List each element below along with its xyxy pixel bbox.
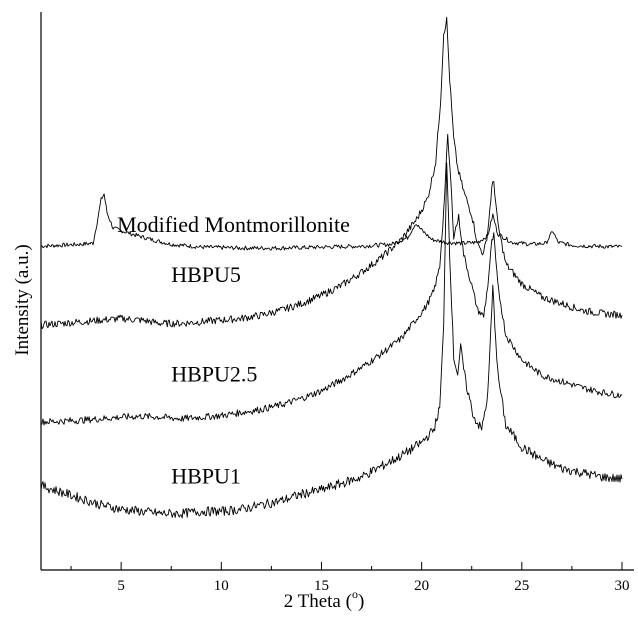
y-axis-title: Intensity (a.u.) xyxy=(12,244,33,355)
series-labels: Modified Montmorillonite HBPU5 HBPU2.5 HBPU… xyxy=(117,212,350,489)
x-tick-label: 10 xyxy=(214,578,229,594)
x-axis-title-main: 2 Theta ( xyxy=(284,591,352,612)
x-axis-title-close: ) xyxy=(358,591,364,612)
x-tick-label: 20 xyxy=(414,578,429,594)
series-line-0 xyxy=(40,193,623,251)
x-tick-label: 25 xyxy=(514,578,529,594)
x-tick-label: 15 xyxy=(314,578,329,594)
series-line-3 xyxy=(40,162,623,519)
x-axis-title-sup: o xyxy=(352,587,358,601)
series-line-2 xyxy=(40,133,623,426)
series-layer xyxy=(40,16,623,519)
series-label-1: HBPU5 xyxy=(171,262,241,287)
axes xyxy=(40,12,634,571)
series-label-0: Modified Montmorillonite xyxy=(117,212,350,237)
x-tick-label: 30 xyxy=(614,578,629,594)
series-line-1 xyxy=(40,16,623,330)
series-label-2: HBPU2.5 xyxy=(171,362,257,387)
series-label-3: HBPU1 xyxy=(171,463,241,488)
x-ticks: 5 10 15 20 25 30 xyxy=(70,562,629,594)
x-tick-label: 5 xyxy=(117,578,125,594)
x-axis-title: 2 Theta (o) xyxy=(284,587,365,612)
